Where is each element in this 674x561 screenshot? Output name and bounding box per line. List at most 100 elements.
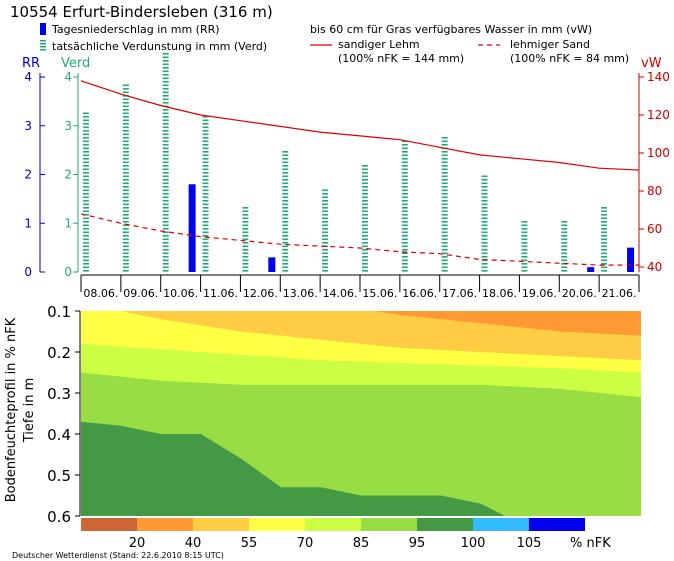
rr-tick-label: 3: [24, 119, 32, 133]
vw-tick-label: 60: [647, 222, 662, 236]
rr-tick-label: 0: [24, 265, 32, 279]
rr-bar: [627, 247, 635, 272]
vw-tick-label: 140: [647, 70, 670, 84]
colorbar-swatch: [361, 518, 417, 531]
verd-tick-label: 4: [64, 70, 72, 84]
legend-verd-swatch: [40, 40, 46, 51]
soil-ylabel-depth: Tiefe in m: [22, 378, 37, 444]
date-label: 18.06.: [482, 287, 517, 300]
date-labels: 08.06. 09.06. 10.06. 11.06. 12.06. 13.06. 14.0…: [80, 275, 640, 300]
verd-bars: [82, 53, 608, 272]
legend-lehm-label: sandiger Lehm: [338, 38, 420, 51]
date-label: 21.06.: [602, 287, 637, 300]
verd-bar: [82, 112, 89, 272]
legend-rr-swatch: [40, 23, 46, 35]
colorbar-swatch: [137, 518, 193, 531]
soil-zone: [81, 421, 641, 516]
date-label: 10.06.: [163, 287, 198, 300]
rr-bar: [587, 267, 595, 272]
colorbar: [81, 518, 585, 531]
colorbar-swatch: [305, 518, 361, 531]
soil-tick-label: 0.3: [47, 385, 71, 403]
soil-tick-label: 0.1: [47, 303, 71, 321]
vw-line-lehm: [80, 80, 640, 171]
rr-tick-label: 2: [24, 168, 32, 182]
date-label: 14.06.: [323, 287, 358, 300]
legend-sand-note: (100% nFK = 84 mm): [510, 52, 629, 65]
verd-bar: [122, 84, 129, 272]
rr-axis-title: RR: [22, 56, 40, 71]
colorbar-swatch: [193, 518, 249, 531]
footer-credit: Deutscher Wetterdienst (Stand: 22.6.2010…: [12, 551, 224, 560]
rr-tick-label: 1: [24, 216, 32, 230]
verd-axis-title: Verd: [61, 56, 90, 71]
date-label: 19.06.: [522, 287, 557, 300]
legend-verd-label: tatsächliche Verdunstung in mm (Verd): [52, 40, 267, 53]
vw-tick-label: 100: [647, 146, 670, 160]
date-label: 15.06.: [362, 287, 397, 300]
verd-bar: [162, 53, 169, 272]
soil-tick-label: 0.2: [47, 344, 71, 362]
rr-bar: [268, 257, 276, 272]
date-label: 20.06.: [562, 287, 597, 300]
colorbar-swatch: [249, 518, 305, 531]
date-label: 16.06.: [402, 287, 437, 300]
colorbar-label: 55: [241, 536, 258, 551]
colorbar-label: 95: [409, 536, 426, 551]
date-label: 08.06.: [83, 287, 118, 300]
verd-tick-label: 3: [64, 119, 72, 133]
verd-bar: [441, 137, 448, 272]
verd-bar: [242, 207, 249, 272]
verd-bar: [481, 175, 488, 272]
top-axes: 0 0 1 1 2 2 3 3 4 4 40 60 80 100 120 140: [24, 70, 670, 279]
date-label: 13.06.: [283, 287, 318, 300]
colorbar-label: 105: [517, 536, 542, 551]
vw-tick-label: 40: [647, 260, 662, 274]
vw-lines: [80, 80, 640, 266]
colorbar-swatch: [417, 518, 473, 531]
legend-vw-title: bis 60 cm für Gras verfügbares Wasser in…: [310, 23, 592, 36]
colorbar-labels: 20 40 55 70 85 95 100 105: [129, 536, 542, 551]
soil-ylabel-profile: Bodenfeuchteprofil in % nFK: [4, 317, 19, 502]
soil-moisture-profile: [81, 311, 641, 516]
rr-tick-label: 4: [24, 70, 32, 84]
legend-lehm-note: (100% nFK = 144 mm): [338, 52, 464, 65]
legend-sand-label: lehmiger Sand: [510, 38, 590, 51]
colorbar-label: 100: [461, 536, 486, 551]
verd-bar: [521, 221, 528, 272]
colorbar-label: 20: [129, 536, 146, 551]
vw-tick-label: 120: [647, 108, 670, 122]
date-label: 09.06.: [123, 287, 158, 300]
rr-bars: [188, 184, 635, 272]
vw-axis-title: vW: [641, 56, 662, 71]
date-label: 17.06.: [442, 287, 477, 300]
rr-bar: [188, 184, 196, 272]
colorbar-label: 40: [185, 536, 202, 551]
colorbar-label: 85: [353, 536, 370, 551]
verd-bar: [282, 151, 289, 272]
verd-bar: [601, 207, 608, 272]
verd-tick-label: 1: [64, 216, 72, 230]
date-label: 12.06.: [243, 287, 278, 300]
colorbar-label: 70: [297, 536, 314, 551]
verd-tick-label: 2: [64, 168, 72, 182]
verd-bar: [322, 189, 329, 272]
legend-rr-label: Tagesniederschlag in mm (RR): [51, 23, 220, 36]
verd-bar: [202, 116, 209, 272]
soil-tick-label: 0.5: [47, 467, 71, 485]
station-title: 10554 Erfurt-Bindersleben (316 m): [10, 3, 273, 21]
colorbar-swatch: [81, 518, 137, 531]
verd-bar: [361, 165, 368, 272]
verd-tick-label: 0: [64, 265, 72, 279]
colorbar-swatch: [529, 518, 585, 531]
colorbar-swatch: [473, 518, 529, 531]
vw-line-sand: [80, 213, 639, 266]
soil-tick-label: 0.6: [47, 508, 71, 526]
vw-tick-label: 80: [647, 184, 662, 198]
date-label: 11.06.: [203, 287, 238, 300]
colorbar-unit: % nFK: [570, 536, 611, 551]
soil-axes: 0.1 0.2 0.3 0.4 0.5 0.6: [47, 303, 81, 526]
soil-tick-label: 0.4: [47, 426, 71, 444]
verd-bar: [401, 140, 408, 272]
